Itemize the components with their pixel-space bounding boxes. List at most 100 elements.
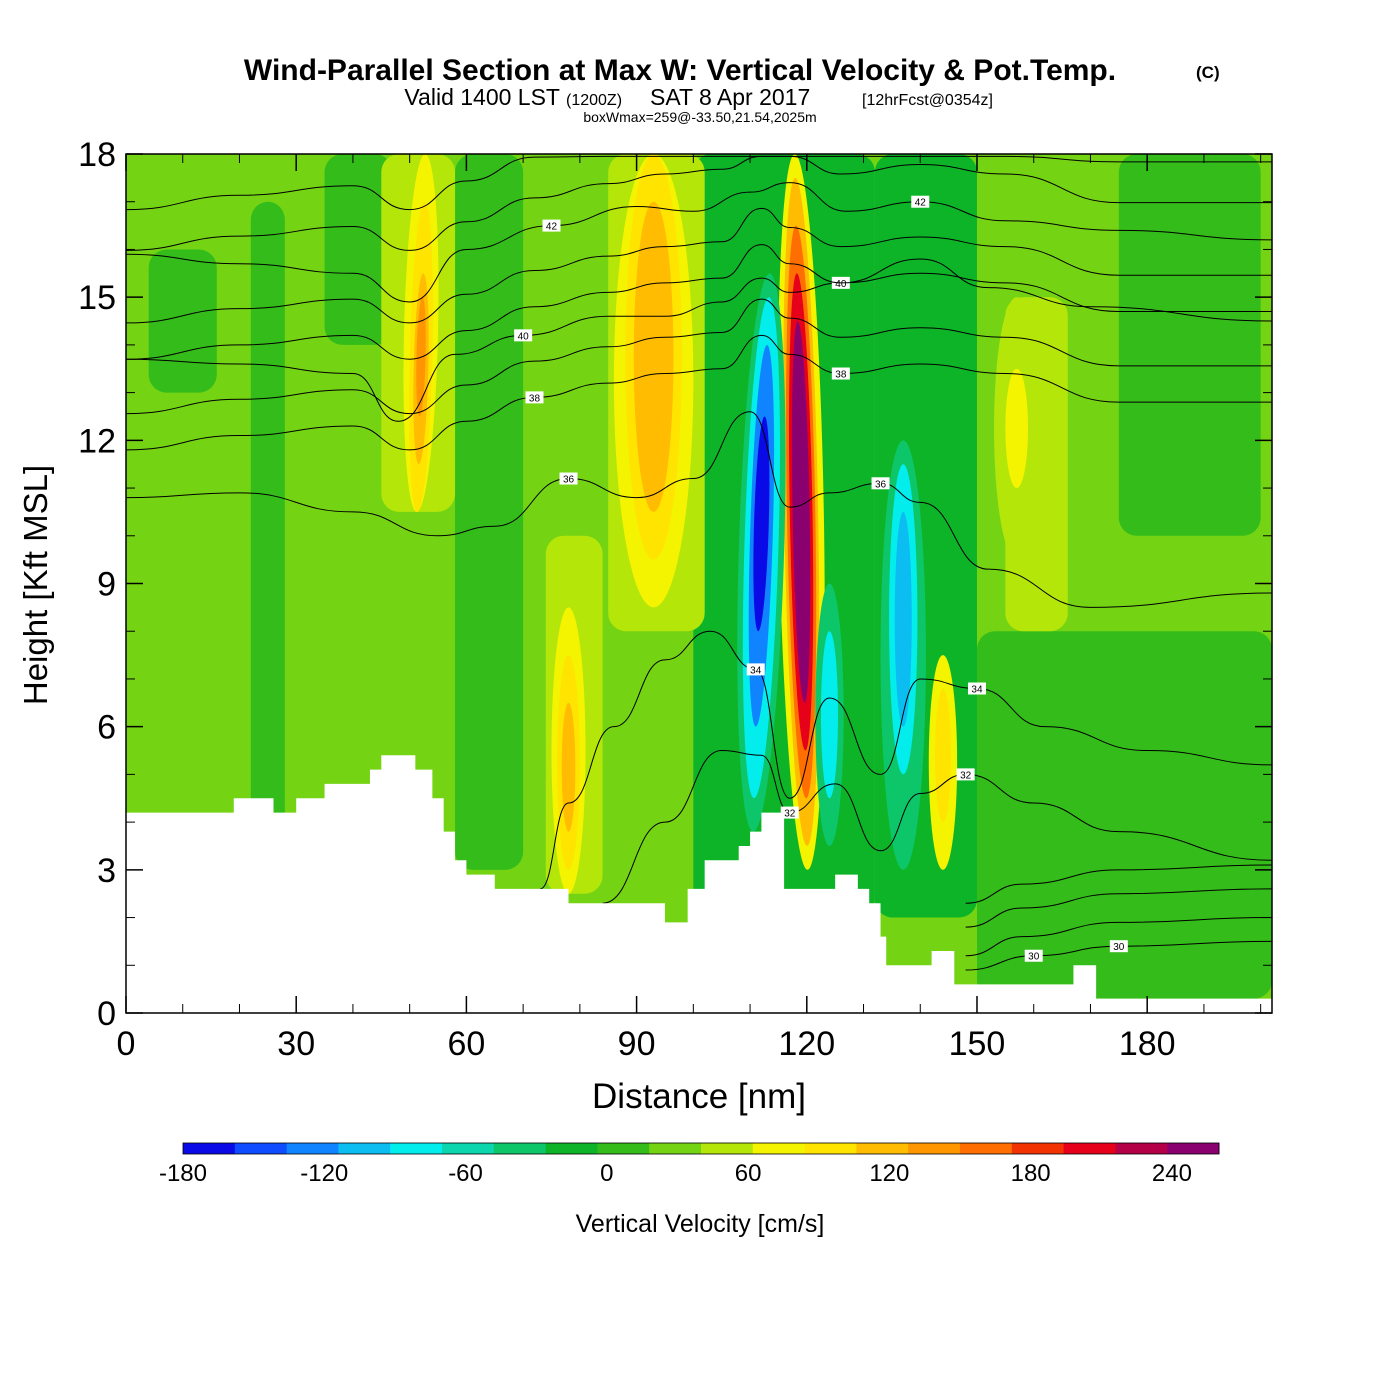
chart-title: Wind-Parallel Section at Max W: Vertical… — [244, 54, 1116, 87]
contour-label: 34 — [971, 684, 983, 695]
colorbar-label: Vertical Velocity [cm/s] — [576, 1210, 825, 1238]
contour-label: 34 — [750, 665, 762, 676]
colorbar-swatch — [286, 1143, 339, 1154]
colorbar-swatch — [960, 1143, 1013, 1154]
contour-label: 42 — [915, 198, 927, 209]
theta-contour — [126, 244, 1272, 360]
theta-contour — [126, 334, 1272, 451]
theta-contour — [539, 630, 1272, 890]
colorbar-swatch — [856, 1143, 909, 1154]
colorbar-swatch — [1063, 1143, 1116, 1154]
theta-contour — [965, 940, 1272, 971]
y-axis-label: Height [Kft MSL] — [17, 465, 54, 705]
contour-label: 40 — [518, 331, 530, 342]
contour-label-box — [746, 663, 765, 676]
y-tick-label: 12 — [78, 422, 116, 460]
x-axis-label: Distance [nm] — [592, 1077, 806, 1116]
colorbar-swatch — [1167, 1143, 1220, 1154]
field-band — [455, 154, 524, 870]
colorbar-swatch — [234, 1143, 288, 1154]
colorbar-swatch — [908, 1143, 961, 1154]
y-tick-label: 9 — [97, 566, 116, 604]
contour-label-box — [1024, 949, 1043, 962]
downdraft-core — [894, 511, 912, 727]
x-tick-label: 180 — [1119, 1025, 1176, 1063]
contour-label-box — [1109, 940, 1128, 953]
contour-label-box — [956, 768, 975, 781]
valid-prefix: Valid 1400 LST — [404, 84, 560, 110]
colorbar-swatch — [597, 1143, 650, 1154]
colorbar-swatch — [804, 1143, 857, 1154]
contour-label: 42 — [546, 222, 558, 233]
forecast-time: [12hrFcst@0354z] — [862, 92, 993, 109]
theta-contour — [126, 207, 1272, 324]
colorbar-tick-label: 60 — [735, 1160, 762, 1187]
contour-label-box — [525, 391, 544, 404]
colorbar-tick-label: 180 — [1011, 1160, 1051, 1187]
contour-label-box — [967, 682, 986, 695]
downdraft-core — [753, 416, 770, 632]
updraft-core — [794, 368, 808, 632]
updraft-core — [633, 201, 674, 512]
colorbar-swatch — [390, 1143, 443, 1154]
colorbar: -180 -120 -60 0 60 120 180 240 Vertical Velocit… — [159, 1142, 1220, 1238]
colorbar-swatch — [1011, 1143, 1065, 1154]
field-band — [1118, 154, 1261, 536]
contour-label-box — [831, 367, 850, 380]
colorbar-tick-label: -120 — [300, 1160, 348, 1187]
field-band — [324, 154, 393, 345]
colorbar-swatch — [545, 1143, 598, 1154]
contour-label: 40 — [835, 279, 847, 290]
y-tick-label: 0 — [97, 995, 116, 1033]
colorbar-frame — [182, 1142, 1220, 1155]
colorbar-swatch — [649, 1143, 702, 1154]
chart-header: Wind-Parallel Section at Max W: Vertical… — [244, 54, 1220, 125]
y-tick-label: 18 — [78, 136, 116, 174]
contour-label-box — [780, 806, 799, 819]
boxwmax-note: boxWmax=259@-33.50,21.54,2025m — [583, 109, 816, 125]
theta-contour — [965, 864, 1272, 904]
theta-contour — [602, 750, 1272, 904]
x-tick-label: 60 — [447, 1025, 485, 1063]
updraft-core — [1005, 368, 1029, 489]
colorbar-tick-label: 240 — [1152, 1160, 1192, 1187]
contour-label: 30 — [1113, 942, 1125, 953]
contour-label: 36 — [875, 479, 887, 490]
y-tick-label: 6 — [97, 709, 116, 747]
field-band — [250, 201, 285, 870]
colorbar-tick-label: 0 — [600, 1160, 613, 1187]
copyright-mark: (C) — [1196, 63, 1220, 82]
colorbar-tick-label: -180 — [159, 1160, 207, 1187]
theta-contour — [965, 888, 1272, 928]
colorbar-tick-label: 120 — [869, 1160, 909, 1187]
colorbar-swatch — [701, 1143, 754, 1154]
contour-label: 38 — [835, 370, 847, 381]
colorbar-tick-label: -60 — [448, 1160, 483, 1187]
contour-label: 32 — [960, 770, 972, 781]
x-tick-label: 90 — [618, 1025, 656, 1063]
x-tick-label: 30 — [277, 1025, 315, 1063]
theta-contour — [126, 155, 1272, 251]
x-tick-label: 150 — [949, 1025, 1006, 1063]
contour-label: 38 — [529, 393, 541, 404]
contour-label-box — [559, 472, 578, 485]
theta-contour — [126, 155, 1272, 211]
colorbar-swatch — [752, 1143, 806, 1154]
theta-contour — [126, 411, 1272, 608]
theta-contour — [126, 182, 1272, 303]
field-band — [976, 631, 1272, 999]
colorbar-swatch — [183, 1143, 236, 1154]
contour-label: 32 — [784, 809, 796, 820]
updraft-core — [561, 702, 576, 832]
contour-label: 30 — [1028, 952, 1040, 963]
y-tick-label: 3 — [97, 852, 116, 890]
colorbar-swatch — [338, 1143, 391, 1154]
x-tick-label: 120 — [778, 1025, 835, 1063]
contour-label: 36 — [563, 475, 575, 486]
contour-label-box — [871, 477, 890, 490]
terrain — [126, 755, 1272, 1013]
y-tick-label: 15 — [78, 279, 116, 317]
field-band — [148, 249, 217, 393]
x-tick-label: 0 — [117, 1025, 136, 1063]
